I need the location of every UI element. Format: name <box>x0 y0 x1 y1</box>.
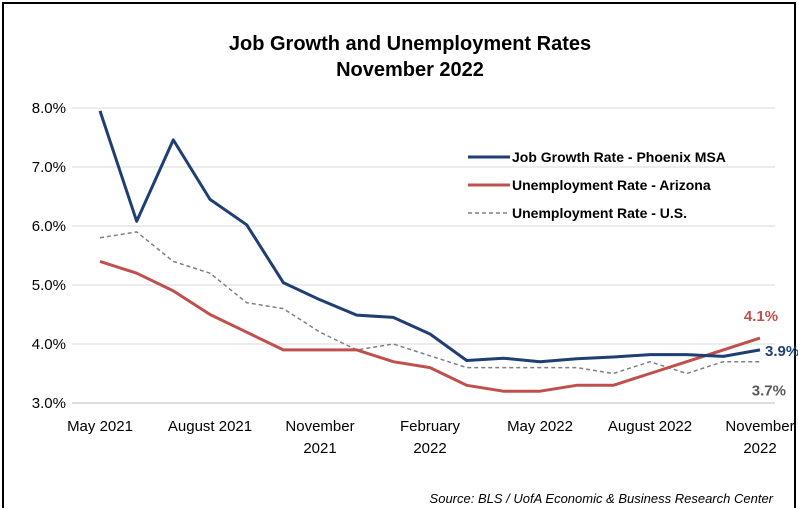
x-tick-label: November <box>285 418 354 435</box>
x-tick-label: May 2021 <box>67 418 133 435</box>
legend-label-job-growth: Job Growth Rate - Phoenix MSA <box>512 149 726 165</box>
y-axis-ticks: 3.0% 4.0% 5.0% 6.0% 7.0% 8.0% <box>32 100 66 412</box>
x-tick-label: 2021 <box>303 440 336 457</box>
x-tick-label: 2022 <box>413 440 446 457</box>
x-tick-label: August 2022 <box>608 418 692 435</box>
legend-label-us-unemployment: Unemployment Rate - U.S. <box>512 205 687 221</box>
series-lines <box>98 110 761 393</box>
y-tick-label: 8.0% <box>32 100 66 117</box>
series-line-0 <box>98 110 761 364</box>
x-tick-label: May 2022 <box>507 418 573 435</box>
y-tick-label: 5.0% <box>32 277 66 294</box>
y-tick-label: 3.0% <box>32 395 66 412</box>
series-line-1 <box>99 259 761 393</box>
end-label-2: 3.7% <box>752 383 786 400</box>
x-tick-label: November <box>725 418 794 435</box>
source-note: Source: BLS / UofA Economic & Business R… <box>430 491 774 506</box>
x-tick-label: August 2021 <box>168 418 252 435</box>
chart-subtitle: November 2022 <box>336 59 484 81</box>
x-tick-label: 2022 <box>743 440 776 457</box>
chart-title: Job Growth and Unemployment Rates <box>229 33 591 55</box>
series-line-2 <box>99 231 760 375</box>
end-labels: 3.9% 4.1% 3.7% <box>744 308 798 400</box>
legend: Job Growth Rate - Phoenix MSA Unemployme… <box>468 149 726 221</box>
y-tick-label: 4.0% <box>32 336 66 353</box>
legend-label-az-unemployment: Unemployment Rate - Arizona <box>512 177 711 193</box>
y-tick-label: 6.0% <box>32 218 66 235</box>
x-tick-label: February <box>400 418 461 435</box>
end-label-0: 3.9% <box>765 343 798 360</box>
y-tick-label: 7.0% <box>32 159 66 176</box>
x-axis-ticks: May 2021 August 2021 November 2021 February 2… <box>67 418 795 457</box>
end-label-1: 4.1% <box>744 308 778 325</box>
